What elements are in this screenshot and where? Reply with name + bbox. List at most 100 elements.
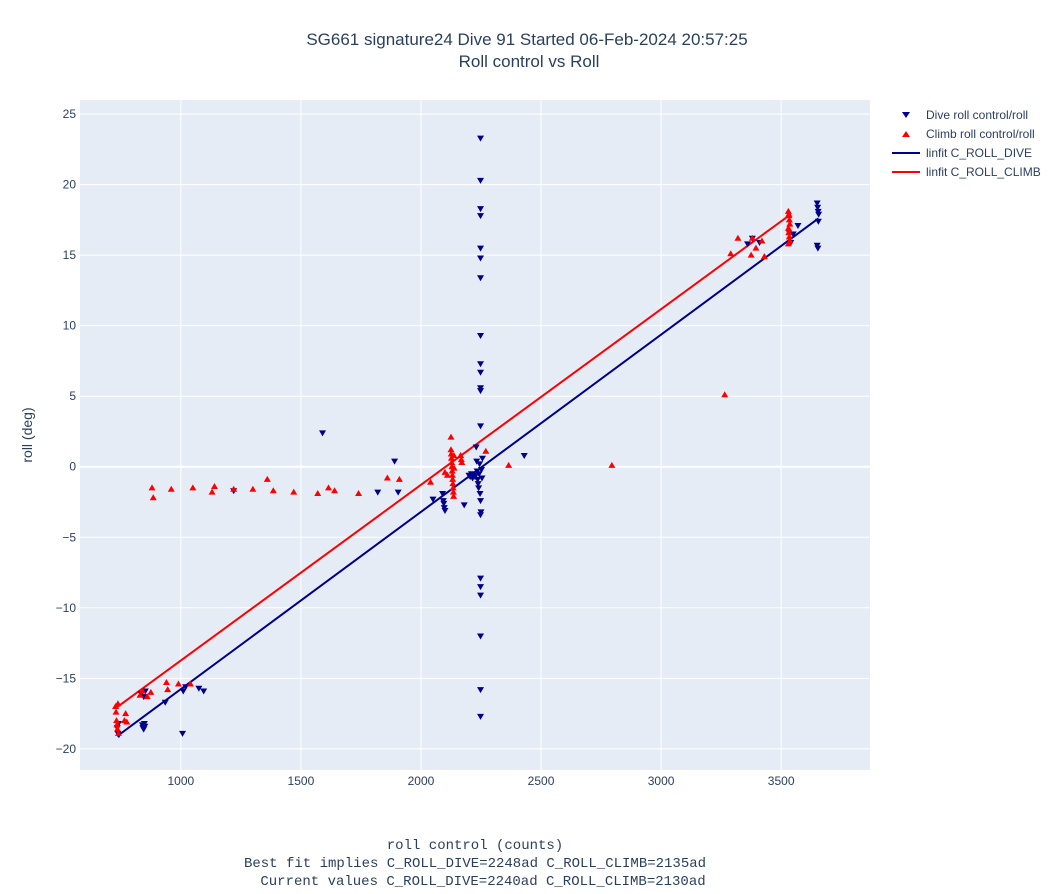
climb-point [138, 687, 146, 694]
dive-point [477, 255, 485, 262]
legend-item-dive-fit[interactable]: linfit C_ROLL_DIVE [892, 146, 1032, 160]
legend-item-climb-markers[interactable]: Climb roll control/roll [902, 127, 1035, 141]
x-axis-note-current-values: Current values C_ROLL_DIVE=2240ad C_ROLL… [260, 874, 705, 890]
legend-triangle-up-icon [902, 131, 910, 137]
dive-point [440, 500, 448, 507]
climb-point [784, 207, 792, 214]
y-tick-label: −5 [62, 530, 76, 544]
climb-point [325, 484, 333, 491]
dive-point [319, 430, 327, 437]
climb-point [447, 446, 455, 453]
y-tick-label: 0 [69, 460, 76, 474]
dive-point [474, 481, 482, 488]
dive-point [789, 231, 797, 238]
dive-point [460, 502, 468, 509]
dive-point [477, 275, 485, 282]
dive-point [744, 241, 752, 248]
climb-point [758, 237, 766, 244]
climb-point [457, 456, 465, 463]
dive-point [441, 507, 449, 514]
dive-point [161, 699, 169, 706]
dive-point [477, 361, 485, 368]
climb-point [458, 459, 466, 466]
x-axis-note-best-fit: Best fit implies C_ROLL_DIVE=2248ad C_RO… [244, 856, 706, 872]
climb-point [249, 485, 257, 492]
dive-point [477, 177, 485, 184]
climb-point [263, 475, 271, 482]
chart-title: SG661 signature24 Dive 91 Started 06-Feb… [306, 30, 747, 49]
climb-point [747, 251, 755, 258]
dive-point [179, 688, 187, 695]
dive-point [814, 245, 822, 252]
dive-point [477, 245, 485, 252]
climb-point [112, 717, 120, 724]
dive-point [814, 204, 822, 211]
climb-point [727, 250, 735, 257]
legend-item-dive-markers[interactable]: Dive roll control/roll [902, 108, 1028, 122]
climb-point [113, 725, 121, 732]
data-markers [112, 135, 823, 739]
x-tick-label: 2500 [528, 774, 555, 788]
climb-point [447, 433, 455, 440]
x-axis-title: roll control (counts) [387, 838, 563, 854]
legend-label-dive-markers: Dive roll control/roll [926, 108, 1028, 122]
legend-label-climb-fit: linfit C_ROLL_CLIMB [926, 165, 1041, 179]
dive-point [429, 496, 437, 503]
climb-point [448, 459, 456, 466]
dive-point [200, 688, 208, 695]
dive-point [475, 485, 483, 492]
climb-point [721, 391, 729, 398]
dive-point [374, 489, 382, 496]
climb-point [760, 253, 768, 260]
dive-point [394, 489, 402, 496]
dive-point [814, 218, 822, 225]
climb-point [143, 693, 151, 700]
x-tick-label: 3000 [648, 774, 675, 788]
dive-point [813, 200, 821, 207]
y-tick-label: −15 [56, 671, 77, 685]
climb-point [482, 447, 490, 454]
climb-point [450, 492, 458, 499]
climb-point [752, 244, 760, 251]
y-tick-label: 10 [63, 319, 77, 333]
fit-lines [115, 213, 819, 737]
grid [80, 100, 870, 770]
climb-point [114, 700, 122, 707]
dive-point [477, 369, 485, 376]
legend-item-climb-fit[interactable]: linfit C_ROLL_CLIMB [892, 165, 1041, 179]
climb-point [290, 488, 298, 495]
climb-point [122, 710, 130, 717]
dive-point [477, 213, 485, 220]
dive-point [195, 685, 203, 692]
dive-point [475, 471, 483, 478]
dive-point [179, 730, 187, 737]
climb-point [785, 226, 793, 233]
plot-area [80, 100, 870, 770]
y-axis-title: roll (deg) [19, 407, 35, 462]
climb-point [785, 233, 793, 240]
dive-point [474, 476, 482, 483]
climb-point [608, 461, 616, 468]
y-tick-label: 5 [69, 389, 76, 403]
dive-point [520, 452, 528, 459]
x-tick-label: 1500 [288, 774, 315, 788]
y-tick-label: 20 [63, 178, 77, 192]
y-tick-label: −10 [56, 601, 77, 615]
climb-point [457, 451, 465, 458]
dive-point [141, 723, 149, 730]
dive-point [439, 491, 447, 498]
dive-point [391, 458, 399, 465]
climb-point [427, 478, 435, 485]
legend-label-dive-fit: linfit C_ROLL_DIVE [926, 146, 1032, 160]
dive-point [477, 206, 485, 213]
climb-point [784, 240, 792, 247]
dive-point [477, 333, 485, 340]
dive-point [478, 455, 486, 462]
climb-point [449, 484, 457, 491]
climb-point [450, 451, 458, 458]
climb-point [449, 475, 457, 482]
climb-point [355, 490, 363, 497]
climb-point [748, 234, 756, 241]
x-tick-label: 1000 [167, 774, 194, 788]
climb-point [230, 485, 238, 492]
